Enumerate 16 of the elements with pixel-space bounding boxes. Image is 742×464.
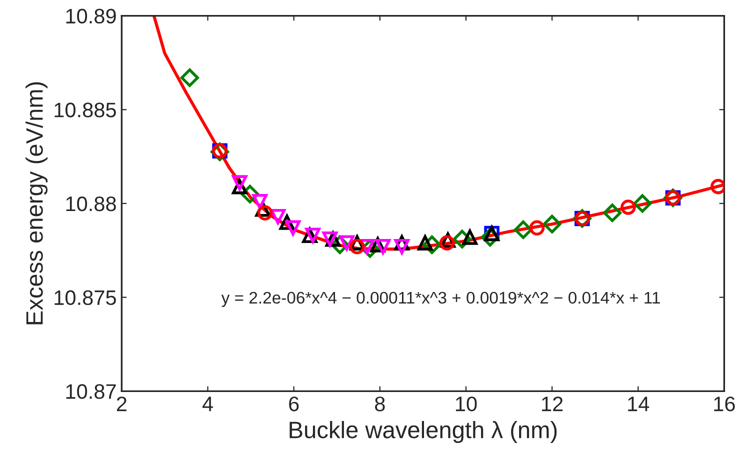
x-tick-label: 16	[714, 396, 735, 412]
x-tick-label: 10	[456, 396, 477, 412]
x-tick-label: 8	[375, 396, 385, 412]
y-tick-label: 10.885	[54, 102, 116, 118]
y-tick-label: 10.87	[66, 384, 116, 399]
x-tick-label: 2	[116, 396, 126, 412]
x-axis-title: Buckle wavelength λ (nm)	[290, 420, 557, 443]
y-tick-label: 10.89	[66, 8, 116, 24]
x-tick-label: 14	[628, 396, 650, 412]
annotation: y = 2.2e-06*x^4 − 0.00011*x^3 + 0.0019*x^2 − 0.014*x + 11	[221, 292, 660, 307]
y-tick-label: 10.88	[66, 196, 116, 212]
y-axis-title: Excess energy (eV/nm)	[26, 82, 48, 324]
y-tick-label: 10.875	[54, 290, 116, 306]
x-tick-label: 12	[542, 396, 563, 412]
x-tick-label: 6	[289, 396, 299, 412]
x-tick-label: 4	[202, 396, 213, 412]
